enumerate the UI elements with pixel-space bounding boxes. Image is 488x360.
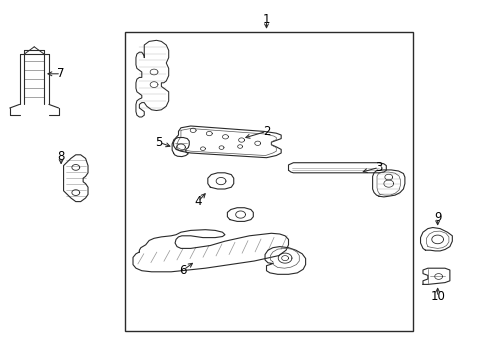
Text: 6: 6 — [179, 264, 187, 276]
Text: 2: 2 — [262, 125, 270, 138]
Bar — [124, 32, 412, 331]
Text: 7: 7 — [57, 67, 65, 80]
Text: 9: 9 — [433, 211, 441, 224]
Text: 3: 3 — [374, 161, 382, 174]
Text: 4: 4 — [194, 195, 202, 208]
Text: 8: 8 — [57, 150, 65, 163]
Text: 1: 1 — [262, 13, 270, 26]
Text: 5: 5 — [155, 136, 163, 149]
Text: 10: 10 — [429, 291, 444, 303]
